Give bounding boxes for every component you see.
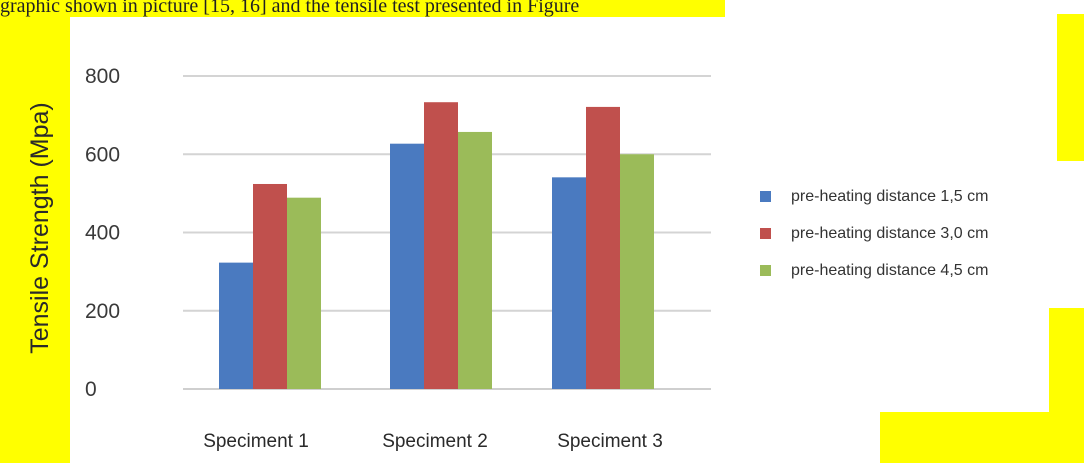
y-axis-ticks: 0 200 400 600 800	[85, 65, 120, 401]
y-tick-label: 600	[85, 143, 120, 166]
y-tick-label: 800	[85, 65, 120, 88]
legend-swatch	[760, 228, 771, 239]
bar-series-3-cat-2	[458, 131, 492, 390]
x-category-label: Speciment 2	[382, 431, 488, 452]
legend-label: pre-heating distance 4,5 cm	[791, 261, 989, 279]
x-axis-labels: Speciment 1 Speciment 2 Speciment 3	[203, 431, 663, 452]
legend-swatch	[760, 265, 771, 276]
legend-label: pre-heating distance 3,0 cm	[791, 224, 989, 242]
bar-series-1-cat-2	[390, 143, 424, 389]
legend-item: pre-heating distance 3,0 cm	[760, 215, 988, 252]
highlight-bottom-right	[880, 412, 1084, 463]
x-category-label: Speciment 3	[557, 431, 663, 452]
highlight-right-upper	[1057, 14, 1084, 161]
legend: pre-heating distance 1,5 cm pre-heating d…	[760, 178, 988, 289]
bar-series-2-cat-2	[424, 102, 458, 390]
highlight-top	[0, 0, 725, 17]
highlight-left	[0, 17, 70, 463]
bar-series-2-cat-3	[586, 106, 620, 389]
bar-series-1-cat-1	[219, 262, 253, 389]
x-category-label: Speciment 1	[203, 431, 309, 452]
legend-item: pre-heating distance 4,5 cm	[760, 252, 988, 289]
y-axis-label: Tensile Strength (Mpa)	[26, 102, 54, 354]
bar-series-1-cat-3	[552, 177, 586, 389]
legend-item: pre-heating distance 1,5 cm	[760, 178, 988, 215]
y-tick-label: 200	[85, 300, 120, 323]
highlight-right-lower	[1049, 308, 1084, 418]
bar-series-2-cat-1	[253, 183, 287, 389]
y-tick-label: 400	[85, 222, 120, 245]
y-tick-label: 0	[85, 378, 97, 401]
bar-series-3-cat-1	[287, 197, 321, 389]
bars	[219, 102, 654, 390]
legend-swatch	[760, 191, 771, 202]
caption-text: graphic shown in picture [15, 16] and th…	[0, 0, 580, 17]
bar-series-3-cat-3	[620, 154, 654, 389]
legend-label: pre-heating distance 1,5 cm	[791, 187, 989, 205]
